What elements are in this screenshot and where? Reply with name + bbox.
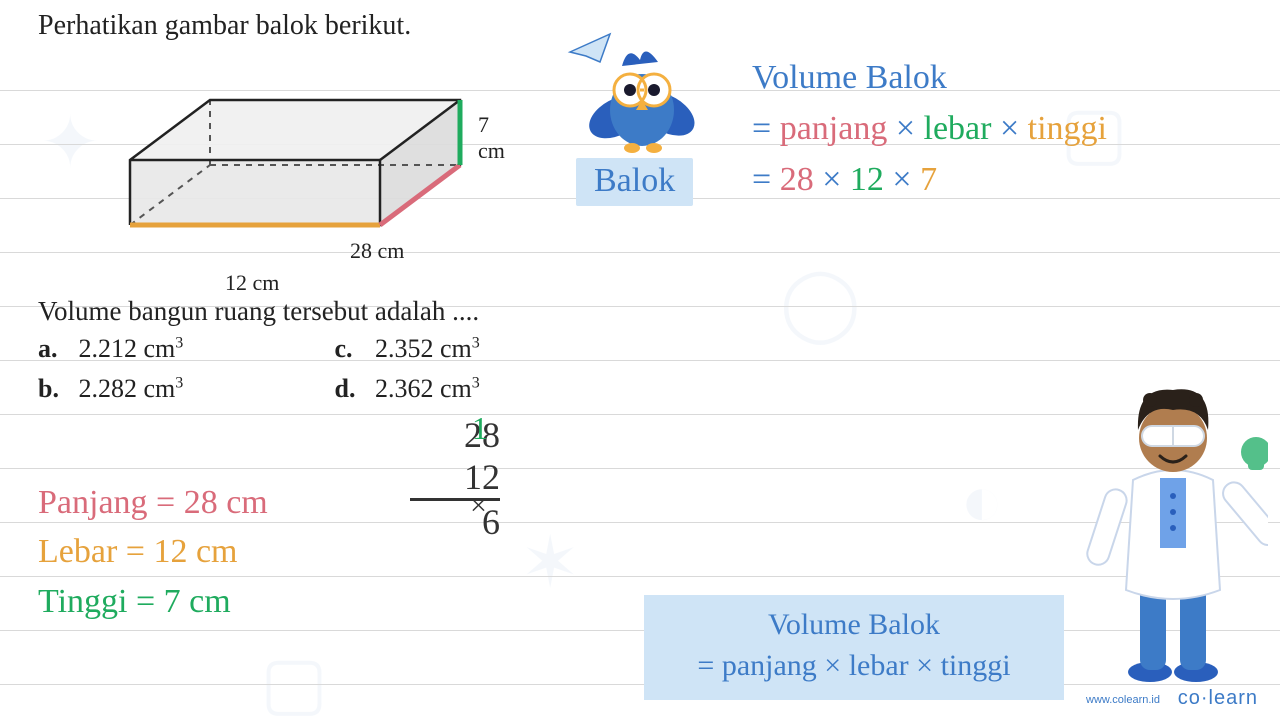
option-a-label: a.: [38, 334, 72, 364]
option-b-value: 2.282 cm: [79, 374, 176, 403]
given-lebar: Lebar = 12 cm: [38, 527, 268, 576]
dim-width-label: 12 cm: [225, 270, 279, 296]
given-panjang: Panjang = 28 cm: [38, 478, 268, 527]
balok-tag: Balok: [576, 158, 693, 206]
formula-top: Volume Balok = panjang × lebar × tinggi …: [752, 52, 1107, 205]
formula-box: Volume Balok = panjang × lebar × tinggi: [644, 595, 1064, 700]
dim-length-label: 28 cm: [350, 238, 404, 264]
t1: ×: [896, 110, 915, 147]
option-c-exp: 3: [472, 334, 480, 351]
eq1: =: [752, 110, 771, 147]
option-a-value: 2.212 cm: [79, 334, 176, 363]
formula-title: Volume Balok: [752, 52, 1107, 103]
t2: ×: [1000, 110, 1019, 147]
s-t: 7: [920, 161, 937, 198]
brand-logo: co·learn: [1178, 687, 1258, 710]
dim-height-label: 7 cm: [478, 112, 510, 164]
option-a-exp: 3: [175, 334, 183, 351]
problem-title: Perhatikan gambar balok berikut.: [38, 10, 411, 42]
fbox-line1: Volume Balok: [658, 605, 1050, 646]
option-b-exp: 3: [175, 374, 183, 391]
scientist-mascot-icon: [1078, 360, 1268, 690]
option-d-exp: 3: [472, 374, 480, 391]
s-p: 28: [780, 161, 814, 198]
given-values: Panjang = 28 cm Lebar = 12 cm Tinggi = 7…: [38, 478, 268, 626]
f-tinggi: tinggi: [1028, 110, 1107, 147]
t3: ×: [822, 161, 841, 198]
option-c-label: c.: [335, 334, 369, 364]
mult-operator: ×: [470, 489, 487, 523]
s-l: 12: [850, 161, 884, 198]
brand-url: www.colearn.id: [1086, 694, 1160, 706]
fbox-line2: = panjang × lebar × tinggi: [658, 646, 1050, 687]
cuboid-diagram: 7 cm 28 cm 12 cm: [90, 40, 510, 260]
option-d-value: 2.362 cm: [375, 374, 472, 403]
multiplication-work: 1 28 12 × 6: [410, 414, 500, 543]
question-text: Volume bangun ruang tersebut adalah ....: [38, 296, 479, 327]
option-b-label: b.: [38, 374, 72, 404]
t4: ×: [892, 161, 911, 198]
option-c-value: 2.352 cm: [375, 334, 472, 363]
mult-carry: 1: [472, 410, 488, 447]
eq2: =: [752, 161, 771, 198]
f-lebar: lebar: [924, 110, 992, 147]
given-tinggi: Tinggi = 7 cm: [38, 577, 268, 626]
f-panjang: panjang: [780, 110, 888, 147]
owl-mascot-icon: [562, 22, 712, 172]
option-d-label: d.: [335, 374, 369, 404]
answer-options: a. 2.212 cm3 c. 2.352 cm3 b. 2.282 cm3 d…: [38, 334, 480, 414]
